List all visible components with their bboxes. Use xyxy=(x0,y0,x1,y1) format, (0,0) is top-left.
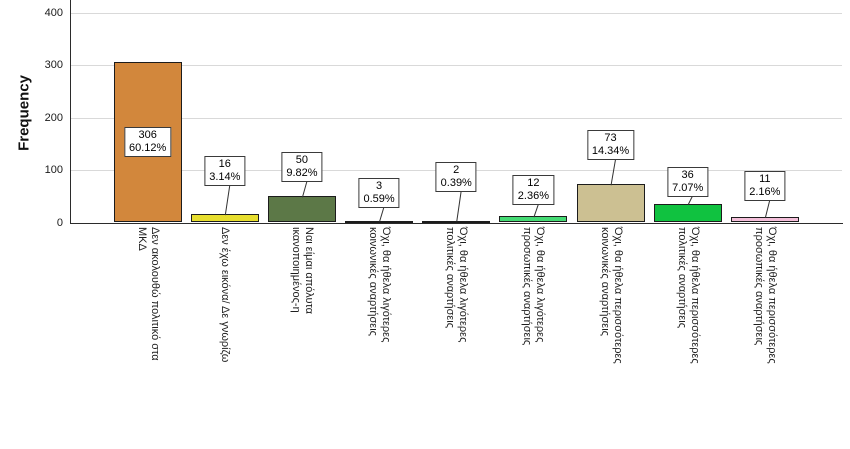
gridline-400 xyxy=(70,12,842,14)
callout-count: 306 xyxy=(138,129,157,142)
x-axis-line xyxy=(69,222,843,224)
callout-count: 36 xyxy=(681,168,694,181)
callout-percent: 60.12% xyxy=(128,142,167,155)
data-label-callout: 3 0.59% xyxy=(358,177,400,208)
bar xyxy=(653,203,722,223)
data-label-callout: 16 3.14% xyxy=(204,156,246,187)
data-label-callout: 12 2.36% xyxy=(512,175,554,206)
data-label-callout: 2 0.39% xyxy=(435,161,477,192)
x-tick-label-text: Όχι, θα ήθελα περισσότερες πολιτικές αναρ… xyxy=(675,227,701,364)
y-tick-label: 200 xyxy=(44,111,63,124)
x-tick-label-text: Δεν ακολουθώ πολιτικό στα ΜΚΔ xyxy=(135,227,161,361)
callout-count: 50 xyxy=(295,154,309,167)
callout-percent: 9.82% xyxy=(286,167,318,180)
y-tick-label: 100 xyxy=(44,164,63,177)
x-tick-label-text: Όχι, θα ήθελα λιγότερες πολιτικές αναρτήσ… xyxy=(444,227,470,343)
bar xyxy=(422,220,491,223)
y-tick-label: 0 xyxy=(56,216,63,229)
gridline-200 xyxy=(70,117,842,119)
callout-percent: 2.16% xyxy=(749,185,781,198)
data-label-callout: 11 2.16% xyxy=(744,170,786,201)
bar xyxy=(499,216,568,223)
y-tick-label: 300 xyxy=(44,59,63,72)
callout-connector xyxy=(764,199,771,218)
callout-connector xyxy=(224,185,231,216)
data-label-callout: 73 14.34% xyxy=(586,130,635,161)
x-tick-label-text: Ναι είμαι απόλυτα ικανοποιημένος-η xyxy=(289,227,315,315)
data-label-callout: 36 7.07% xyxy=(667,166,709,197)
callout-count: 16 xyxy=(218,158,231,171)
y-axis-line xyxy=(69,0,72,223)
callout-count: 3 xyxy=(376,179,383,192)
x-tick-label: Όχι, θα ήθελα περισσότερες προσωπικές ανα… xyxy=(753,227,850,364)
callout-count: 2 xyxy=(453,163,460,176)
callout-percent: 2.36% xyxy=(517,190,549,203)
x-tick-label-text: Όχι, θα ήθελα περισσότερες προσωπικές ανα… xyxy=(752,227,778,364)
y-tick-label: 400 xyxy=(44,6,63,19)
x-tick-label-text: Όχι, θα ήθελα περισσότερες κοινωνικές ανα… xyxy=(598,227,624,364)
callout-count: 73 xyxy=(604,132,617,145)
bar xyxy=(267,196,336,223)
callout-count: 11 xyxy=(759,172,771,185)
callout-connector xyxy=(610,159,617,186)
callout-connector xyxy=(301,181,308,198)
callout-percent: 7.07% xyxy=(672,181,704,194)
bar xyxy=(576,184,645,223)
data-label-callout: 50 9.82% xyxy=(281,152,323,183)
x-tick-label-text: Όχι, θα ήθελα λιγότερες κοινωνικές αναρτή… xyxy=(367,227,393,343)
callout-percent: 0.39% xyxy=(440,176,472,189)
callout-count: 12 xyxy=(527,177,540,190)
x-tick-label-text: Όχι, θα ήθελα λιγότερες προσωπικές αναρτή… xyxy=(521,227,547,346)
x-tick-label-text: Δεν έχω εικόνα/ Δε γνωρίζω xyxy=(219,227,232,363)
bar xyxy=(730,216,799,223)
gridline-300 xyxy=(70,65,842,67)
callout-percent: 3.14% xyxy=(209,171,241,184)
bar xyxy=(345,220,414,223)
callout-connector xyxy=(456,190,462,222)
callout-percent: 14.34% xyxy=(591,145,630,158)
bar xyxy=(190,214,259,223)
callout-connector xyxy=(379,206,385,222)
callout-percent: 0.59% xyxy=(363,192,395,205)
data-label-callout: 306 60.12% xyxy=(123,127,172,158)
